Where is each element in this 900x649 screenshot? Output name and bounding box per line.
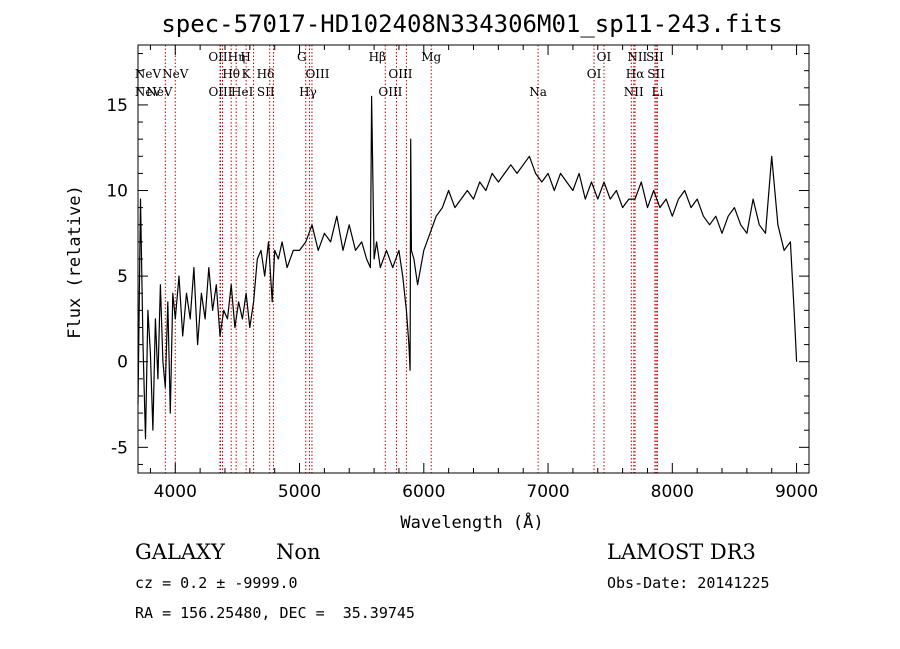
- spectral-line-label: OI: [587, 67, 602, 81]
- chart-title: spec-57017-HD102408N334306M01_sp11-243.f…: [161, 10, 782, 38]
- spectral-line-label: NeV: [146, 85, 173, 99]
- spectral-line-label: OI: [597, 50, 612, 64]
- spectral-line-label: Mg: [421, 50, 441, 64]
- coordinates: RA = 156.25480, DEC = 35.39745: [135, 604, 415, 622]
- spectral-line-label: Hη: [228, 50, 246, 64]
- spectral-line-label: Li: [651, 85, 663, 99]
- spectral-line-markers: [164, 45, 658, 473]
- spectrum-series: [137, 95, 798, 440]
- x-tick-label: 9000: [775, 482, 818, 502]
- y-tick-label: -5: [111, 438, 128, 458]
- x-tick-label: 6000: [402, 482, 445, 502]
- x-tick-label: 8000: [651, 482, 694, 502]
- spectral-line-label: K: [242, 67, 252, 81]
- x-tick-label: 7000: [526, 482, 569, 502]
- x-tick-label: 5000: [278, 482, 321, 502]
- plot-frame: [137, 44, 810, 474]
- spectral-line-label: SII: [646, 50, 664, 64]
- observation-date: Obs-Date: 20141225: [607, 574, 770, 592]
- spectral-line-label: OIII: [208, 85, 232, 99]
- spectral-line-label: Hα: [626, 67, 645, 81]
- spectral-line-label: Hθ: [222, 67, 240, 81]
- chart-axes: 4000 5000 6000 7000 8000 9000 -5 0 5 10 15: [106, 44, 818, 502]
- object-subclass: Non: [276, 540, 321, 564]
- y-tick-label: 15: [106, 96, 128, 116]
- spectral-line-label: NeV: [135, 67, 162, 81]
- spectral-line-label: H: [240, 50, 250, 64]
- spectral-line-label: SII: [647, 67, 665, 81]
- y-tick-label: 5: [117, 267, 128, 287]
- redshift-value: cz = 0.2 ± -9999.0: [135, 574, 298, 592]
- spectral-line-label: NeV: [135, 85, 162, 99]
- spectral-line-label: OIII: [378, 85, 402, 99]
- spectrum-line: [137, 95, 798, 440]
- spectral-line-label: OII: [208, 50, 228, 64]
- spectral-line-label: OIII: [388, 67, 412, 81]
- spectral-line-label: Hβ: [369, 50, 386, 64]
- spectral-line-label: G: [297, 50, 307, 64]
- spectral-line-label: OIII: [305, 67, 329, 81]
- y-axis-label: Flux (relative): [65, 185, 85, 339]
- spectral-line-label: NII: [624, 85, 644, 99]
- y-tick-label: 10: [106, 182, 128, 202]
- x-axis-label: Wavelength (Å): [400, 511, 543, 533]
- spectral-line-label: Hδ: [257, 67, 275, 81]
- object-class: GALAXY: [135, 540, 225, 564]
- survey-name: LAMOST DR3: [607, 540, 756, 564]
- spectral-line-label: NeV: [162, 67, 189, 81]
- spectral-line-label: Hγ: [299, 85, 317, 99]
- spectral-line-label: Na: [529, 85, 547, 99]
- y-tick-label: 0: [117, 353, 128, 373]
- spectral-line-label: HeI: [231, 85, 254, 99]
- spectral-line-label: SII: [257, 85, 275, 99]
- spectral-line-label: NII: [627, 50, 647, 64]
- x-tick-label: 4000: [154, 482, 197, 502]
